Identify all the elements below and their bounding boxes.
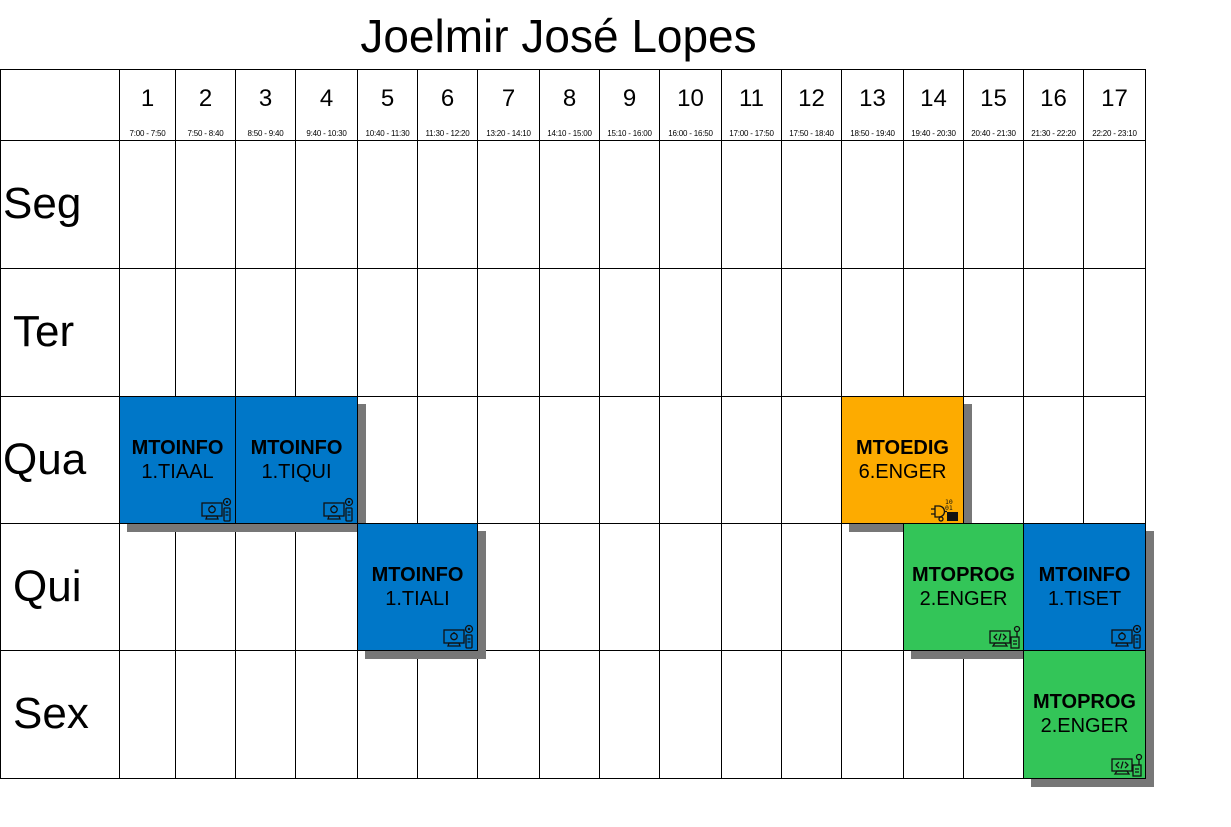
period-time: 21:30 - 22:20 — [1031, 129, 1076, 138]
period-number: 3 — [258, 85, 273, 112]
grid-line-horizontal — [0, 69, 1146, 70]
code-screen-icon — [1111, 752, 1143, 778]
grid-line-vertical — [659, 69, 660, 778]
period-number: 16 — [1040, 85, 1067, 112]
period-time: 11:30 - 12:20 — [425, 129, 470, 138]
period-number: 8 — [562, 85, 577, 112]
period-time: 15:10 - 16:00 — [607, 129, 652, 138]
course-code: MTOPROG — [912, 564, 1015, 586]
code-screen-icon — [989, 624, 1021, 650]
grid-line-horizontal — [0, 523, 1146, 524]
grid-line-vertical — [0, 69, 1, 778]
period-time: 7:50 - 8:40 — [187, 129, 224, 138]
computer-maintenance-icon — [1111, 624, 1143, 650]
period-time: 20:40 - 21:30 — [971, 129, 1016, 138]
period-number: 10 — [677, 85, 704, 112]
period-number: 6 — [440, 85, 455, 112]
period-time: 7:00 - 7:50 — [129, 129, 166, 138]
computer-maintenance-icon — [201, 497, 233, 523]
period-time: 17:00 - 17:50 — [729, 129, 774, 138]
grid-line-vertical — [1145, 69, 1146, 778]
class-group: 1.TISET — [1047, 588, 1122, 610]
class-block[interactable]: MTOPROG 2.ENGER — [903, 523, 1024, 651]
svg-text:10: 10 — [945, 498, 953, 506]
grid-line-horizontal — [0, 650, 1146, 651]
grid-line-vertical — [1023, 69, 1024, 778]
period-number: 2 — [198, 85, 213, 112]
class-block[interactable]: MTOEDIG 6.ENGER 10 01 — [841, 396, 964, 524]
grid-line-vertical — [721, 69, 722, 778]
computer-maintenance-icon — [323, 497, 355, 523]
course-code: MTOINFO — [250, 437, 343, 459]
class-block[interactable]: MTOPROG 2.ENGER — [1023, 650, 1146, 779]
course-code: MTOEDIG — [856, 437, 949, 459]
day-label-ter: Ter — [13, 307, 75, 356]
period-number: 15 — [980, 85, 1007, 112]
grid-line-horizontal — [0, 778, 1146, 779]
period-time: 8:50 - 9:40 — [247, 129, 284, 138]
class-block[interactable]: MTOINFO 1.TIAAL — [119, 396, 236, 524]
period-number: 14 — [920, 85, 947, 112]
period-time: 17:50 - 18:40 — [789, 129, 834, 138]
period-number: 4 — [319, 85, 334, 112]
period-number: 1 — [140, 85, 155, 112]
grid-line-vertical — [539, 69, 540, 778]
course-code: MTOPROG — [1033, 691, 1136, 713]
period-number: 11 — [739, 85, 764, 112]
day-label-sex: Sex — [13, 689, 89, 738]
period-number: 9 — [622, 85, 637, 112]
day-label-qui: Qui — [13, 561, 82, 611]
day-label-seg: Seg — [3, 179, 82, 228]
period-number: 13 — [859, 85, 886, 112]
grid-line-vertical — [1083, 69, 1084, 778]
period-time: 9:40 - 10:30 — [306, 129, 347, 138]
class-group: 6.ENGER — [858, 461, 947, 483]
period-time: 19:40 - 20:30 — [911, 129, 956, 138]
period-time: 14:10 - 15:00 — [547, 129, 592, 138]
grid-line-horizontal — [0, 268, 1146, 269]
class-block[interactable]: MTOINFO 1.TIALI — [357, 523, 478, 651]
class-group: 2.ENGER — [919, 588, 1008, 610]
period-number: 7 — [501, 85, 516, 112]
period-number: 5 — [380, 85, 395, 112]
digital-circuit-icon: 10 01 — [929, 497, 961, 523]
course-code: MTOINFO — [371, 564, 464, 586]
svg-text:01: 01 — [945, 504, 953, 512]
class-group: 1.TIQUI — [261, 461, 332, 483]
period-time: 22:20 - 23:10 — [1092, 129, 1137, 138]
class-group: 1.TIAAL — [141, 461, 214, 483]
period-number: 17 — [1101, 85, 1128, 112]
period-number: 12 — [798, 85, 825, 112]
class-block[interactable]: MTOINFO 1.TIQUI — [235, 396, 358, 524]
grid-line-vertical — [781, 69, 782, 778]
period-time: 16:00 - 16:50 — [668, 129, 713, 138]
page-title: Joelmir José Lopes — [360, 10, 757, 62]
period-time: 18:50 - 19:40 — [850, 129, 895, 138]
grid-line-horizontal — [0, 140, 1146, 141]
day-label-qua: Qua — [3, 434, 87, 484]
grid-line-vertical — [599, 69, 600, 778]
class-group: 1.TIALI — [385, 588, 450, 610]
grid-line-horizontal — [0, 396, 1146, 397]
period-time: 10:40 - 11:30 — [365, 129, 410, 138]
course-code: MTOINFO — [131, 437, 224, 459]
period-time: 13:20 - 14:10 — [486, 129, 531, 138]
grid-line-vertical — [417, 69, 418, 778]
course-code: MTOINFO — [1038, 564, 1131, 586]
class-block[interactable]: MTOINFO 1.TISET — [1023, 523, 1146, 651]
grid-line-vertical — [477, 69, 478, 778]
class-group: 2.ENGER — [1040, 715, 1129, 737]
computer-maintenance-icon — [443, 624, 475, 650]
